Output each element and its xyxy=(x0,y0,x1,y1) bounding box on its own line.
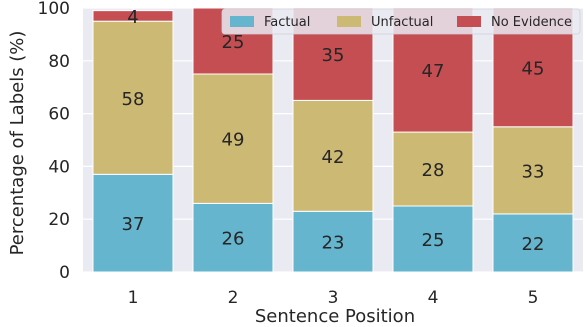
bar-factual-1 xyxy=(92,173,174,273)
data-label-unfactual-4: 28 xyxy=(422,160,445,181)
x-tick-label-1: 1 xyxy=(128,288,139,308)
y-tick-label-40: 40 xyxy=(48,157,70,177)
bar-unfactual-4 xyxy=(392,131,474,207)
legend-swatch-factual xyxy=(230,16,254,27)
data-label-unfactual-5: 33 xyxy=(522,161,545,182)
y-tick-label-100: 100 xyxy=(38,0,70,19)
y-tick-label-0: 0 xyxy=(59,263,70,283)
bar-factual-3 xyxy=(292,210,374,273)
x-axis-ticks: 1 2 3 4 5 xyxy=(128,288,539,308)
bar-factual-4 xyxy=(392,205,474,273)
bar-unfactual-2 xyxy=(192,73,274,204)
data-label-no-evidence-3: 35 xyxy=(322,45,345,66)
y-tick-label-60: 60 xyxy=(48,105,70,125)
bar-unfactual-5 xyxy=(492,126,574,215)
legend-box xyxy=(221,8,581,35)
legend: Factual Unfactual No Evidence xyxy=(221,8,581,35)
data-label-unfactual-1: 58 xyxy=(122,89,145,110)
x-tick-label-3: 3 xyxy=(328,288,339,308)
bar-unfactual-3 xyxy=(292,99,374,212)
x-axis-title: Sentence Position xyxy=(255,306,415,327)
data-label-no-evidence-2: 25 xyxy=(222,32,245,53)
bar-factual-2 xyxy=(192,202,274,273)
data-label-factual-1: 37 xyxy=(122,214,145,235)
data-label-factual-5: 22 xyxy=(522,234,545,255)
data-label-unfactual-3: 42 xyxy=(322,147,345,168)
data-label-no-evidence-5: 45 xyxy=(522,58,545,79)
data-label-no-evidence-4: 47 xyxy=(422,61,445,82)
legend-label-unfactual: Unfactual xyxy=(371,15,433,30)
legend-label-no-evidence: No Evidence xyxy=(491,15,572,30)
data-label-factual-3: 23 xyxy=(322,233,345,254)
bar-unfactual-1 xyxy=(92,20,174,175)
data-label-factual-4: 25 xyxy=(422,230,445,251)
legend-swatch-unfactual xyxy=(337,16,361,27)
y-axis-ticks: 0 20 40 60 80 100 xyxy=(38,0,70,283)
x-tick-label-2: 2 xyxy=(228,288,239,308)
legend-swatch-no-evidence xyxy=(457,16,481,27)
y-axis-title: Percentage of Labels (%) xyxy=(7,31,28,256)
y-tick-label-20: 20 xyxy=(48,210,70,230)
bar-no-evidence-1 xyxy=(92,10,174,22)
data-label-unfactual-2: 49 xyxy=(222,130,245,151)
bar-factual-5 xyxy=(492,213,574,273)
x-tick-label-5: 5 xyxy=(528,288,539,308)
data-labels: 37 58 4 26 49 25 23 42 35 25 28 47 22 33 45 xyxy=(122,7,545,255)
legend-label-factual: Factual xyxy=(264,15,310,30)
y-tick-label-80: 80 xyxy=(48,52,70,72)
x-tick-label-4: 4 xyxy=(428,288,439,308)
data-label-no-evidence-1: 4 xyxy=(127,7,138,28)
data-label-factual-2: 26 xyxy=(222,229,245,250)
